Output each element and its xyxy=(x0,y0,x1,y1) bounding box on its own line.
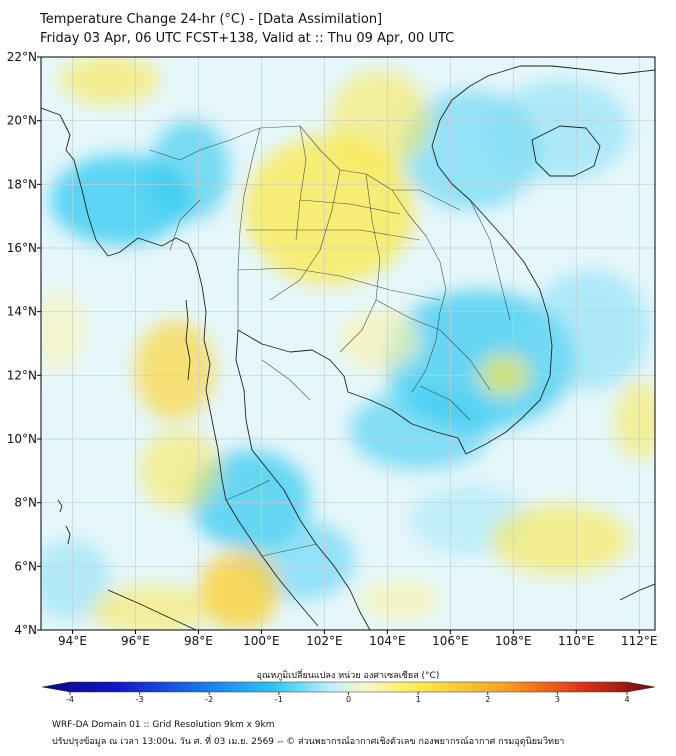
lon-tick-label: 96°E xyxy=(121,634,150,648)
colorbar-tick-label: -3 xyxy=(136,695,144,704)
colorbar-label: อุณหภูมิเปลี่ยนแปลง หน่วย องศาเซลเซียส (… xyxy=(257,668,440,681)
colorbar-tick-label: 3 xyxy=(555,695,560,704)
lat-tick-label: 22°N xyxy=(7,50,37,64)
lat-tick-label: 14°N xyxy=(7,305,37,319)
colorbar-tick-label: 0 xyxy=(346,695,351,704)
admin-boundaries xyxy=(149,125,511,557)
lat-tick-label: 8°N xyxy=(14,496,37,510)
lon-tick-label: 94°E xyxy=(58,634,87,648)
temperature-change-map: 22°N 20°N 18°N 16°N 14°N 12°N 10°N 8°N 6°N 4°N 94… xyxy=(7,50,658,704)
lon-tick-label: 112°E xyxy=(621,634,658,648)
lat-tick-label: 16°N xyxy=(7,241,37,255)
footer-model-info: WRF-DA Domain 01 :: Grid Resolution 9km … xyxy=(52,720,275,730)
footer-credit: ปรับปรุงข้อมูล ณ เวลา 13:00น. วัน ศ. ที่… xyxy=(52,737,565,747)
lon-tick-label: 106°E xyxy=(432,634,469,648)
lon-tick-label: 100°E xyxy=(243,634,280,648)
map-subtitle: Friday 03 Apr, 06 UTC FCST+138, Valid at… xyxy=(40,31,455,46)
colorbar: -4 -3 -2 -1 0 1 2 3 4 xyxy=(41,681,656,704)
map-frame xyxy=(40,56,656,631)
lon-tick-label: 104°E xyxy=(369,634,406,648)
colorbar-tick-label: 2 xyxy=(485,695,490,704)
colorbar-tick-label: -4 xyxy=(66,695,74,704)
lat-tick-label: 20°N xyxy=(7,114,37,128)
colorbar-tick-label: 4 xyxy=(624,695,629,704)
lat-tick-label: 6°N xyxy=(14,559,37,573)
lon-tick-label: 98°E xyxy=(184,634,213,648)
lat-tick-label: 10°N xyxy=(7,432,37,446)
temperature-field xyxy=(41,57,655,630)
colorbar-tick-label: -1 xyxy=(275,695,283,704)
longitude-axis: 94°E 96°E 98°E 100°E 102°E 104°E 106°E 108°E 110… xyxy=(58,630,658,648)
map-title: Temperature Change 24-hr (°C) - [Data As… xyxy=(40,12,383,27)
graticule xyxy=(41,57,655,630)
lon-tick-label: 108°E xyxy=(495,634,532,648)
colorbar-tick-label: -2 xyxy=(205,695,213,704)
lat-tick-label: 4°N xyxy=(14,623,37,637)
lat-tick-label: 18°N xyxy=(7,177,37,191)
coastlines xyxy=(41,65,655,630)
colorbar-tick-label: 1 xyxy=(416,695,421,704)
latitude-axis: 22°N 20°N 18°N 16°N 14°N 12°N 10°N 8°N 6°N 4°N xyxy=(7,50,41,637)
lat-tick-label: 12°N xyxy=(7,368,37,382)
lon-tick-label: 102°E xyxy=(306,634,343,648)
lon-tick-label: 110°E xyxy=(558,634,595,648)
